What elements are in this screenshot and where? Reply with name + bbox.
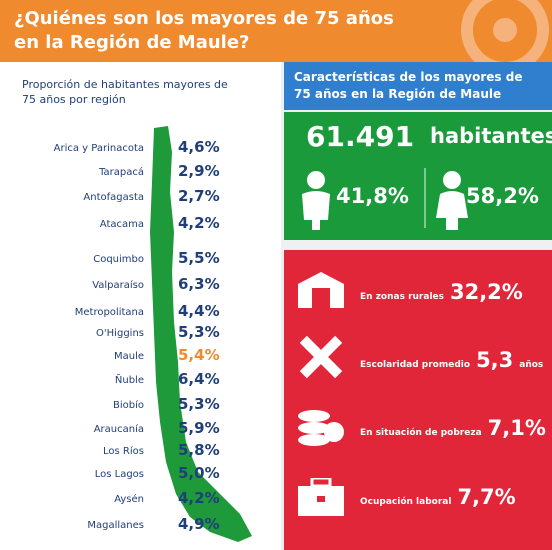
region-name: Ñuble <box>114 375 144 386</box>
divider <box>424 168 426 228</box>
stat-row: Escolaridad promedio 5,3 años <box>360 348 543 372</box>
region-name: Los Ríos <box>103 446 144 457</box>
title: ¿Quiénes son los mayores de 75 años <box>14 8 394 29</box>
region-value: 5,5% <box>178 249 220 267</box>
men-share: 41,8% <box>336 184 409 208</box>
subtitle: 75 años por región <box>22 93 126 106</box>
stat-value: 7,1% <box>487 416 546 440</box>
region-value: 6,4% <box>178 370 220 388</box>
briefcase-icon <box>298 478 344 516</box>
stat-value: 5,3 <box>476 348 514 372</box>
region-value: 5,0% <box>178 464 220 482</box>
region-name: Aysén <box>114 494 144 505</box>
region-value: 4,2% <box>178 489 220 507</box>
title: en la Región de Maule? <box>14 32 250 53</box>
right-title: 75 años en la Región de Maule <box>294 87 502 101</box>
region-value: 4,2% <box>178 214 220 232</box>
stat-value: 32,2% <box>449 280 523 304</box>
region-name: Antofagasta <box>83 192 144 203</box>
rural-icon <box>298 272 344 308</box>
stats-box: En zonas rurales 32,2% Escolaridad promedi… <box>284 250 552 550</box>
region-value: 5,9% <box>178 419 220 437</box>
region-value: 2,7% <box>178 187 220 205</box>
region-value: 4,4% <box>178 302 220 320</box>
region-name: Araucanía <box>93 424 144 435</box>
man-icon <box>302 171 330 230</box>
stat-unit: años <box>519 360 544 370</box>
region-name: Biobío <box>112 400 144 411</box>
region-name: Magallanes <box>87 520 144 531</box>
region-name: Maule <box>113 351 144 362</box>
map <box>150 126 252 542</box>
total: 61.491 <box>306 120 415 153</box>
woman-icon <box>436 171 468 230</box>
women-share: 58,2% <box>466 184 539 208</box>
population-box: 61.491 habitantes 41,8% 58,2% <box>284 112 552 240</box>
stat-value: 7,7% <box>457 485 516 509</box>
region-value: 4,9% <box>178 515 220 533</box>
header: ¿Quiénes son los mayores de 75 años en l… <box>0 0 552 62</box>
decoration <box>461 0 549 62</box>
region-value: 6,3% <box>178 275 220 293</box>
region-value: 4,6% <box>178 138 220 156</box>
total-unit: habitantes <box>430 124 552 148</box>
region-name: Los Lagos <box>94 469 144 480</box>
stat-label: En situación de pobreza <box>360 428 482 438</box>
stat-label: En zonas rurales <box>360 292 444 302</box>
stat-row: Ocupación laboral 7,7% <box>360 485 516 509</box>
left-panel: Proporción de habitantes mayores de 75 a… <box>0 62 281 550</box>
region-name: Arica y Parinacota <box>53 143 144 154</box>
region-name: Tarapacá <box>99 167 144 178</box>
region-name: O'Higgins <box>96 328 144 339</box>
stat-label: Escolaridad promedio <box>360 360 471 370</box>
region-value: 5,3% <box>178 323 220 341</box>
region-name: Metropolitana <box>74 307 144 318</box>
stat-label: Ocupación laboral <box>360 497 452 507</box>
region-value: 5,3% <box>178 395 220 413</box>
region-value: 5,4% <box>178 346 220 364</box>
region-name: Valparaíso <box>92 280 144 291</box>
school-icon <box>299 335 343 379</box>
subtitle: Proporción de habitantes mayores de <box>22 78 228 91</box>
region-value: 5,8% <box>178 441 220 459</box>
region-name: Coquimbo <box>93 254 144 265</box>
region-name: Atacama <box>99 219 144 230</box>
stat-row: En zonas rurales 32,2% <box>360 280 523 304</box>
right-title: Características de los mayores de <box>294 70 523 84</box>
region-value: 2,9% <box>178 162 220 180</box>
stat-row: En situación de pobreza 7,1% <box>360 416 546 440</box>
right-header: Características de los mayores de 75 año… <box>284 62 552 110</box>
coins-icon <box>298 410 344 446</box>
